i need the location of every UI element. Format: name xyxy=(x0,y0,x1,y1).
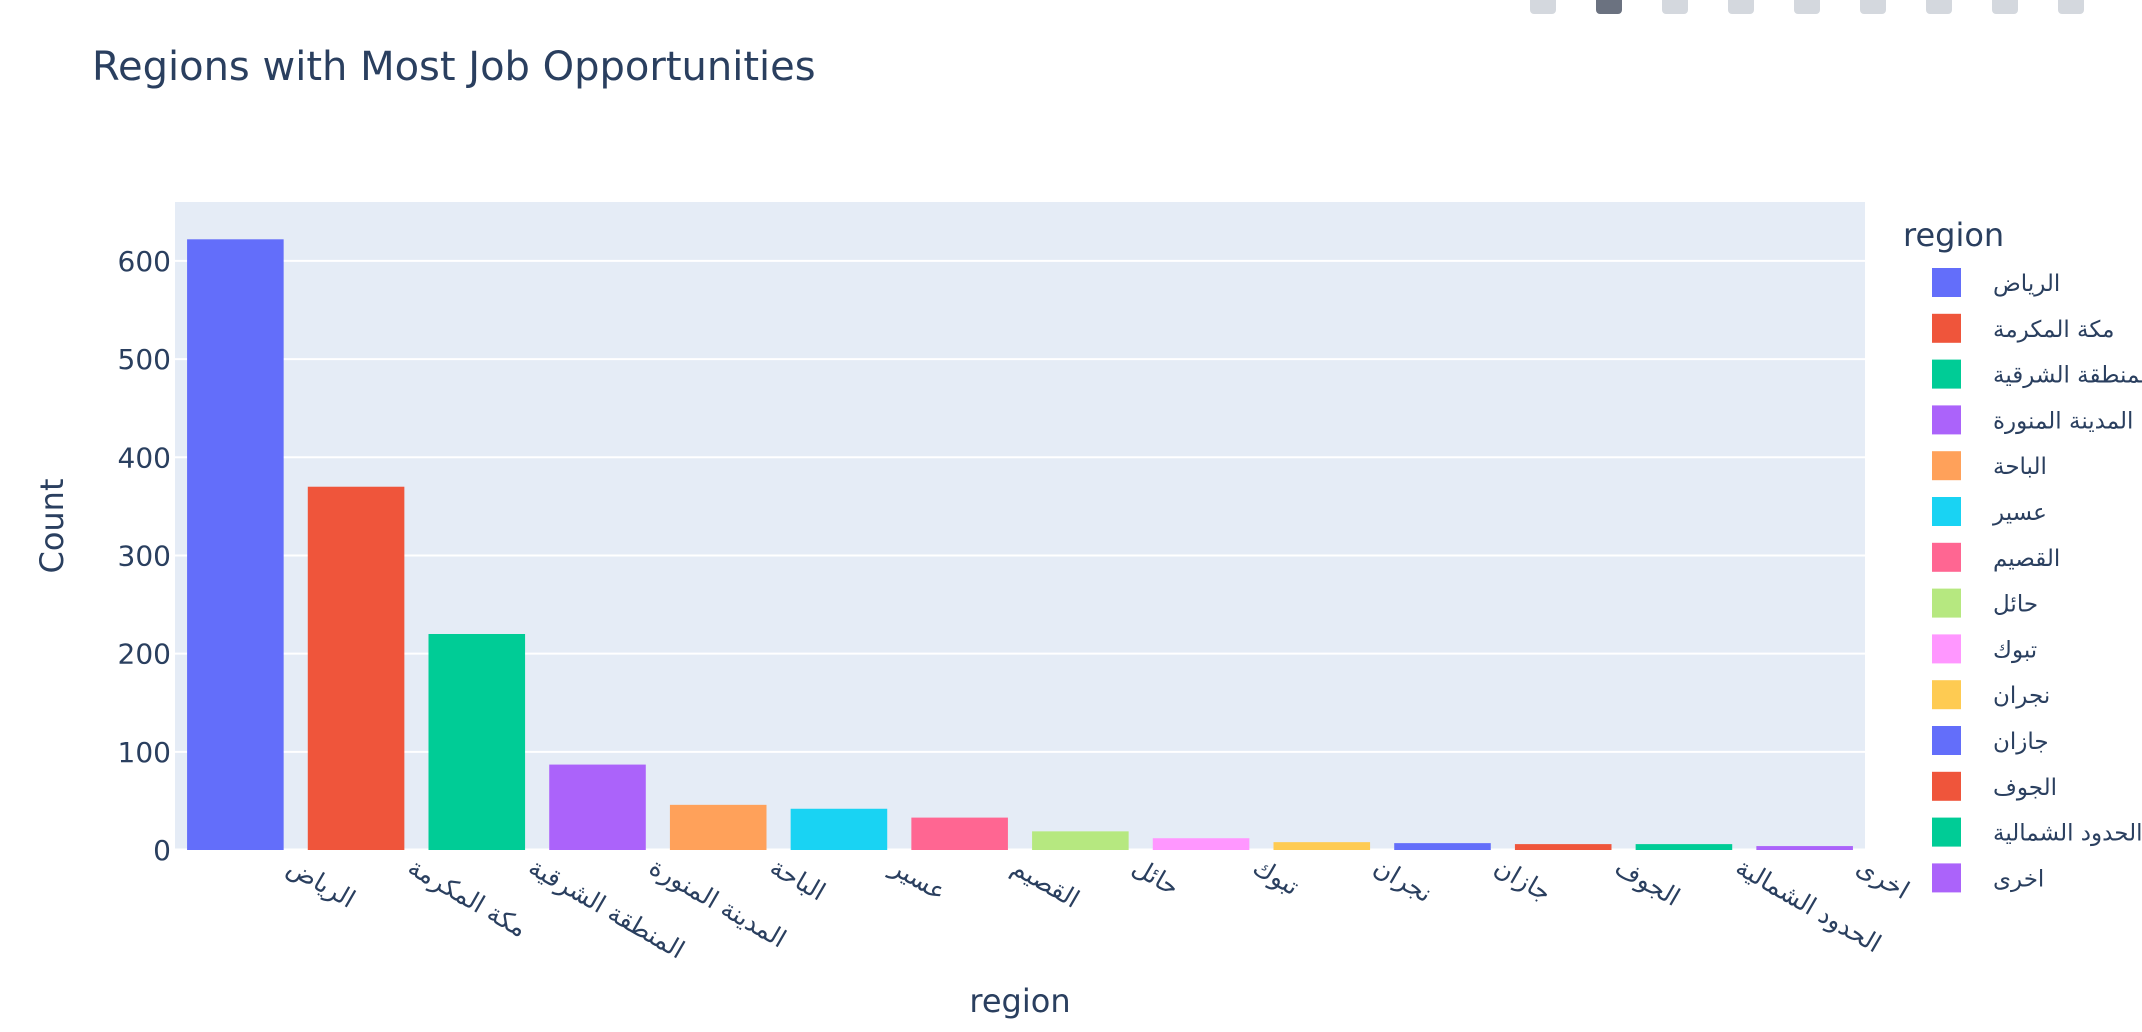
legend-swatch[interactable] xyxy=(1932,680,1961,710)
y-axis-label: Count xyxy=(33,478,71,573)
y-tick-label: 500 xyxy=(118,343,171,376)
legend-label[interactable]: المنطقة الشرقية xyxy=(1993,363,2142,389)
legend-label[interactable]: الباحة xyxy=(1993,454,2047,480)
zoom-in-icon[interactable] xyxy=(1860,0,1886,14)
bars xyxy=(187,239,1853,851)
y-tick-label: 0 xyxy=(153,834,171,867)
bar[interactable] xyxy=(1514,844,1612,850)
legend-title: region xyxy=(1903,216,2004,254)
bar[interactable] xyxy=(307,486,405,850)
bar[interactable] xyxy=(1273,842,1371,850)
legend-swatch[interactable] xyxy=(1932,268,1961,297)
bar[interactable] xyxy=(1394,843,1491,850)
zoom-out-icon[interactable] xyxy=(1926,0,1952,14)
bar[interactable] xyxy=(187,239,284,851)
x-tick-label: نجران xyxy=(1369,852,1437,908)
bar[interactable] xyxy=(428,634,526,850)
legend-swatch[interactable] xyxy=(1932,726,1961,755)
x-tick-label: الرياض xyxy=(282,852,360,914)
bar[interactable] xyxy=(549,764,646,850)
y-axis-ticks: 0 100 200 300 400 500 600 xyxy=(118,245,171,867)
x-tick-label: الباحة xyxy=(765,852,830,906)
zoom-icon[interactable] xyxy=(1596,0,1622,14)
pan-icon[interactable] xyxy=(1662,0,1688,14)
x-tick-label: الجوف xyxy=(1610,852,1685,912)
y-tick-label: 600 xyxy=(118,245,171,278)
legend-swatch[interactable] xyxy=(1932,588,1961,618)
legend-label[interactable]: القصيم xyxy=(1993,546,2060,572)
legend-swatch[interactable] xyxy=(1932,359,1961,389)
legend: الرياض مكة المكرمة المنطقة الشرقية المدينة … xyxy=(1932,268,2142,893)
box-select-icon[interactable] xyxy=(1728,0,1754,14)
bar[interactable] xyxy=(790,808,888,850)
bar[interactable] xyxy=(1635,844,1733,850)
bar[interactable] xyxy=(1756,846,1853,850)
legend-label[interactable]: الحدود الشمالية xyxy=(1993,821,2142,847)
camera-icon[interactable] xyxy=(1530,0,1556,14)
legend-swatch[interactable] xyxy=(1932,405,1961,435)
x-tick-label: تبوك xyxy=(1248,852,1304,901)
bar[interactable] xyxy=(1152,838,1250,850)
legend-label[interactable]: اخرى xyxy=(1993,866,2044,892)
legend-swatch[interactable] xyxy=(1932,497,1961,526)
legend-label[interactable]: عسير xyxy=(1992,500,2047,526)
x-axis-label: region xyxy=(969,982,1070,1020)
bar[interactable] xyxy=(1032,831,1129,850)
y-tick-label: 100 xyxy=(118,736,171,769)
legend-swatch[interactable] xyxy=(1932,634,1961,664)
legend-swatch[interactable] xyxy=(1932,451,1961,481)
x-tick-label: حائل xyxy=(1127,852,1184,902)
x-tick-label: عسير xyxy=(884,851,951,906)
chart-title: Regions with Most Job Opportunities xyxy=(92,44,816,90)
x-tick-label: مكة المكرمة xyxy=(403,852,532,943)
lasso-icon[interactable] xyxy=(1794,0,1820,14)
x-tick-label: اخرى xyxy=(1852,852,1915,905)
reset-axes-icon[interactable] xyxy=(2058,0,2084,14)
bar[interactable] xyxy=(669,804,767,850)
legend-label[interactable]: المدينة المنورة xyxy=(1993,408,2133,434)
legend-label[interactable]: مكة المكرمة xyxy=(1993,317,2114,343)
x-tick-label: جازان xyxy=(1490,852,1557,907)
y-tick-label: 400 xyxy=(118,441,171,474)
legend-label[interactable]: حائل xyxy=(1993,592,2038,618)
legend-swatch[interactable] xyxy=(1932,817,1961,847)
legend-swatch[interactable] xyxy=(1932,771,1961,801)
legend-label[interactable]: الرياض xyxy=(1993,271,2060,297)
modebar xyxy=(1530,0,2084,20)
x-tick-label: القصيم xyxy=(1006,852,1084,915)
legend-label[interactable]: نجران xyxy=(1993,683,2050,709)
autoscale-icon[interactable] xyxy=(1992,0,2018,14)
legend-label[interactable]: الجوف xyxy=(1993,775,2057,801)
y-tick-label: 300 xyxy=(118,539,171,572)
legend-swatch[interactable] xyxy=(1932,863,1961,893)
legend-swatch[interactable] xyxy=(1932,542,1961,572)
y-tick-label: 200 xyxy=(118,638,171,671)
legend-label[interactable]: جازان xyxy=(1993,729,2049,755)
legend-label[interactable]: تبوك xyxy=(1993,637,2037,663)
bar[interactable] xyxy=(911,817,1008,850)
legend-swatch[interactable] xyxy=(1932,313,1961,343)
